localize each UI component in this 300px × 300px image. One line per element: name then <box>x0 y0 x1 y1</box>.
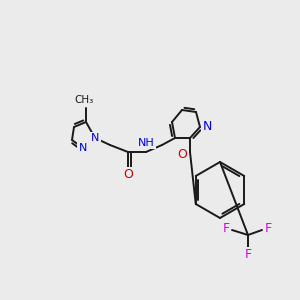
Text: O: O <box>123 169 133 182</box>
Text: F: F <box>244 248 252 262</box>
Text: N: N <box>202 121 212 134</box>
Text: CH₃: CH₃ <box>74 95 94 105</box>
Text: N: N <box>91 133 99 143</box>
Text: N: N <box>79 143 87 153</box>
Text: F: F <box>222 221 230 235</box>
Text: NH: NH <box>138 138 154 148</box>
Text: F: F <box>264 221 272 235</box>
Text: O: O <box>177 148 187 160</box>
